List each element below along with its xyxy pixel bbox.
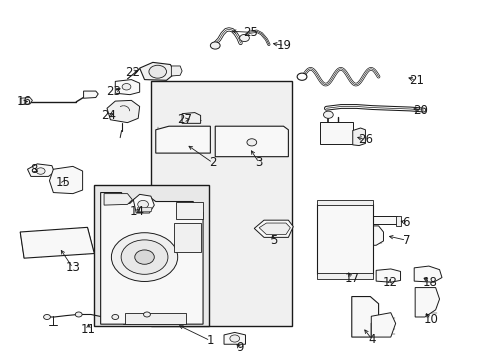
Circle shape [143, 312, 150, 317]
Bar [316, 200, 372, 205]
Text: 8: 8 [30, 163, 38, 176]
Polygon shape [156, 126, 210, 153]
Polygon shape [171, 66, 182, 76]
Circle shape [138, 201, 148, 208]
Circle shape [75, 312, 82, 317]
Polygon shape [395, 216, 400, 226]
Text: 11: 11 [81, 323, 96, 336]
Polygon shape [104, 194, 132, 205]
Text: 3: 3 [255, 156, 262, 169]
Text: 14: 14 [129, 205, 144, 218]
Text: 2: 2 [209, 156, 216, 169]
Text: 15: 15 [56, 176, 70, 189]
Text: 4: 4 [368, 333, 375, 346]
Polygon shape [351, 297, 378, 337]
Polygon shape [125, 313, 185, 324]
Text: 19: 19 [276, 39, 291, 52]
Bar [94, 185, 208, 326]
Polygon shape [140, 62, 175, 80]
Text: 13: 13 [65, 261, 80, 274]
Circle shape [43, 315, 50, 319]
Polygon shape [49, 166, 82, 194]
Polygon shape [27, 164, 54, 176]
Circle shape [135, 250, 154, 264]
Polygon shape [254, 220, 293, 237]
Circle shape [36, 168, 45, 174]
Text: 12: 12 [382, 276, 396, 289]
Circle shape [111, 233, 177, 282]
Text: 9: 9 [235, 341, 243, 354]
Bar [137, 207, 151, 211]
Text: 20: 20 [413, 104, 427, 117]
Polygon shape [107, 100, 140, 123]
Bar [151, 81, 292, 326]
Text: 5: 5 [269, 234, 277, 247]
Circle shape [323, 111, 332, 118]
Text: 25: 25 [243, 26, 257, 39]
Text: 21: 21 [408, 74, 423, 87]
Circle shape [121, 240, 167, 274]
Text: 26: 26 [357, 133, 372, 146]
Bar [316, 273, 372, 279]
Text: 6: 6 [401, 216, 408, 229]
Text: 10: 10 [423, 312, 437, 326]
Circle shape [246, 139, 256, 146]
Polygon shape [352, 128, 365, 145]
Circle shape [229, 335, 239, 342]
Circle shape [149, 65, 166, 78]
Polygon shape [414, 288, 439, 317]
Polygon shape [133, 194, 154, 213]
Text: 22: 22 [124, 66, 140, 79]
Polygon shape [83, 91, 98, 98]
Circle shape [239, 35, 249, 41]
Bar [370, 216, 396, 224]
Polygon shape [20, 98, 32, 105]
Text: 16: 16 [17, 95, 32, 108]
Polygon shape [370, 313, 395, 337]
Polygon shape [363, 226, 383, 245]
Text: 23: 23 [106, 85, 121, 98]
Circle shape [297, 73, 306, 80]
Text: 1: 1 [206, 334, 214, 347]
Polygon shape [115, 80, 140, 95]
Polygon shape [413, 266, 441, 282]
Text: 24: 24 [101, 109, 116, 122]
Polygon shape [224, 332, 245, 344]
Circle shape [112, 315, 119, 319]
Text: 17: 17 [344, 272, 359, 285]
Text: 7: 7 [402, 234, 409, 247]
Polygon shape [101, 193, 203, 324]
Bar [173, 223, 200, 252]
Circle shape [210, 42, 220, 49]
Bar [320, 122, 352, 144]
Bar [316, 204, 372, 274]
Text: 27: 27 [177, 113, 192, 126]
Polygon shape [259, 223, 290, 234]
Polygon shape [176, 202, 203, 220]
Polygon shape [215, 126, 288, 157]
Polygon shape [182, 113, 200, 123]
Text: 18: 18 [422, 276, 436, 289]
Polygon shape [375, 269, 400, 282]
Circle shape [122, 84, 131, 90]
Polygon shape [20, 227, 94, 258]
